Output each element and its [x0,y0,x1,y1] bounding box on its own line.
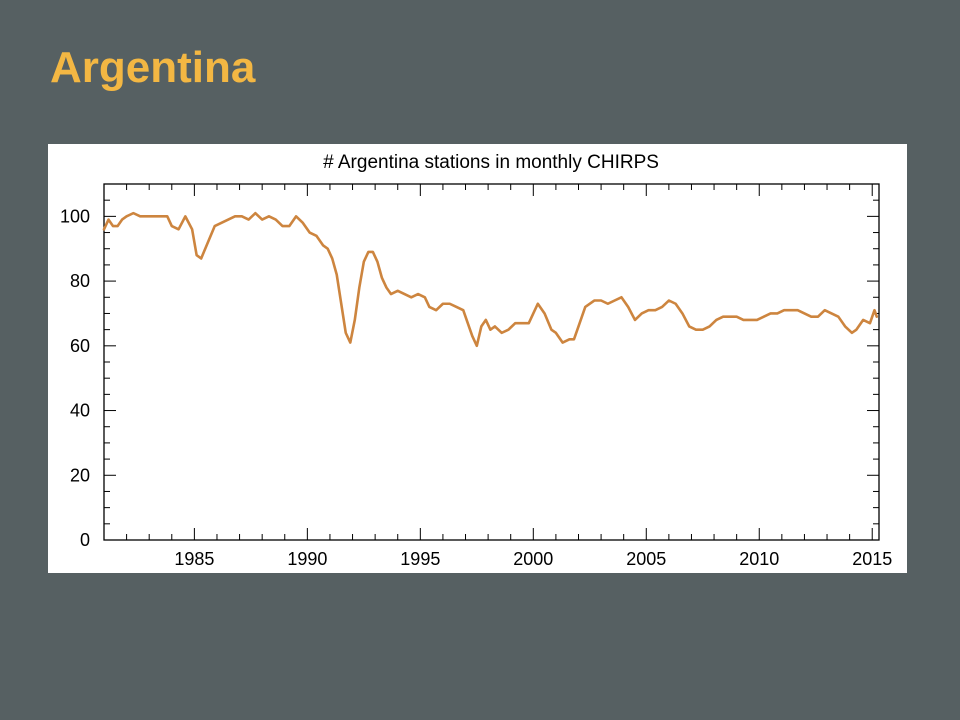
y-tick-label: 100 [60,206,90,226]
chart-panel: # Argentina stations in monthly CHIRPS 0… [48,144,907,573]
line-chart: # Argentina stations in monthly CHIRPS 0… [60,152,892,569]
x-tick-label: 2000 [513,549,553,569]
x-tick-label: 2010 [739,549,779,569]
slide-title: Argentina [50,43,256,92]
chart-title: # Argentina stations in monthly CHIRPS [323,152,659,173]
x-tick-label: 2005 [626,549,666,569]
y-tick-label: 60 [70,336,90,356]
plot-frame [103,183,880,541]
y-tick-label: 80 [70,271,90,291]
x-tick-label: 1985 [174,549,214,569]
x-tick-label: 1990 [287,549,327,569]
y-tick-label: 0 [80,530,90,550]
series-line-0 [102,211,879,348]
axes: 0 20 40 60 80 100 1985 1990 1995 2000 2005 2010 2015 [60,184,892,569]
series-layer [102,211,879,348]
y-tick-label: 40 [70,401,90,421]
y-tick-label: 20 [70,465,90,485]
x-tick-label: 1995 [400,549,440,569]
x-tick-label: 2015 [852,549,892,569]
